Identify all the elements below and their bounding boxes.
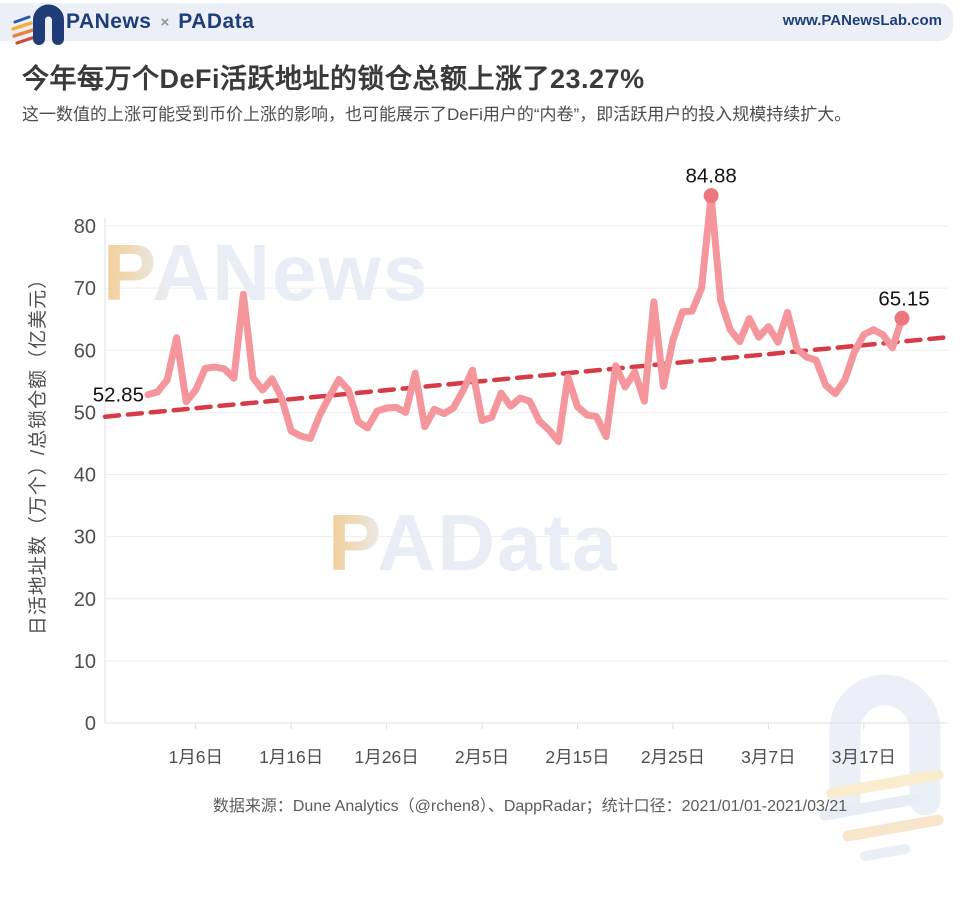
data-point-label: 52.85 <box>93 384 144 407</box>
website-url: www.PANewsLab.com <box>782 12 942 29</box>
x-tick-label: 1月16日 <box>259 747 323 767</box>
y-tick-label: 70 <box>74 278 96 300</box>
brand-separator: × <box>160 13 170 31</box>
y-tick-label: 10 <box>74 651 96 673</box>
panews-logo-watermark <box>819 674 944 861</box>
x-tick-label: 1月6日 <box>168 747 222 767</box>
x-tick-label: 2月15日 <box>545 747 609 767</box>
line-chart: PANews PAData 0 10 20 30 40 50 60 70 80 1月6日 1月16日 1… <box>27 165 951 767</box>
y-tick-label: 0 <box>85 713 96 735</box>
x-tick-label: 1月26日 <box>355 747 419 767</box>
data-point-label: 65.15 <box>878 287 929 310</box>
watermark-text-layer: PANews PAData <box>103 228 619 587</box>
axes: 0 10 20 30 40 50 60 70 80 1月6日 1月16日 1月26日 2月5日 2月15日… <box>27 216 948 767</box>
x-tick-label: 2月25日 <box>641 747 705 767</box>
data-point-label: 84.88 <box>685 165 736 188</box>
y-tick-label: 30 <box>74 527 96 549</box>
brand-text: PANews × PAData <box>66 8 254 36</box>
brand-panews: PANews <box>66 10 152 33</box>
panews-logo-icon <box>11 4 64 45</box>
x-tick-label: 3月17日 <box>832 747 896 767</box>
y-tick-label: 50 <box>74 402 96 424</box>
data-point-marker <box>703 188 719 204</box>
trend-line <box>102 334 951 419</box>
y-axis-title: 日活地址数（万个）/总锁仓额（亿美元） <box>27 269 49 635</box>
page-title: 今年每万个DeFi活跃地址的锁仓总额上涨了23.27% <box>22 64 645 94</box>
header-bar <box>0 3 953 41</box>
y-tick-label: 20 <box>74 589 96 611</box>
data-series <box>102 192 951 446</box>
gridlines <box>105 225 948 662</box>
page-subtitle: 这一数值的上涨可能受到币价上涨的影响，也可能展示了DeFi用户的“内卷”，即活跃… <box>22 105 852 124</box>
y-tick-label: 80 <box>74 216 96 238</box>
watermark-padata: PAData <box>328 498 619 587</box>
data-labels: 52.85 84.88 65.15 <box>93 165 930 407</box>
data-point-marker <box>894 310 910 326</box>
x-tick-label: 3月7日 <box>741 747 795 767</box>
y-tick-label: 60 <box>74 340 96 362</box>
brand-padata: PAData <box>178 10 255 33</box>
series-line <box>144 192 906 446</box>
watermark-panews: PANews <box>103 228 429 317</box>
data-source-note: 数据来源：Dune Analytics（@rchen8）、DappRadar；统… <box>212 798 848 815</box>
y-tick-label: 40 <box>74 465 96 487</box>
x-tick-label: 2月5日 <box>455 747 509 767</box>
